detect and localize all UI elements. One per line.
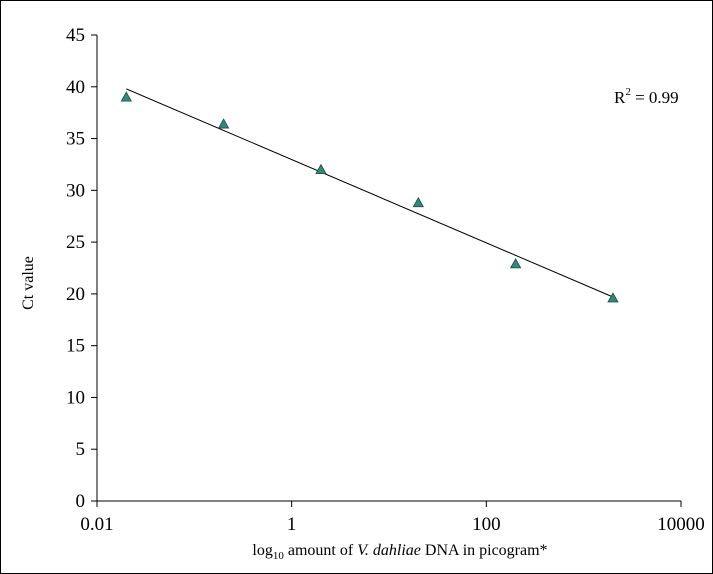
r-squared-exponent: 2 (625, 86, 631, 98)
y-tick-label: 30 (66, 180, 85, 201)
y-tick-label: 25 (66, 232, 85, 253)
y-tick-label: 45 (66, 25, 85, 46)
x-axis-title-prefix: log (252, 542, 272, 559)
r-squared-base: R (614, 88, 626, 107)
x-axis-title-mid: amount of (284, 542, 357, 559)
trendline (126, 88, 614, 298)
data-point (315, 163, 327, 175)
x-axis-title-species: V. dahliae (357, 542, 421, 559)
data-point (217, 118, 230, 129)
trendline-path (126, 88, 614, 298)
data-point (120, 91, 132, 102)
data-point (607, 292, 619, 303)
data-point (412, 196, 424, 208)
r-squared-value: = 0.99 (631, 88, 679, 107)
r-squared-annotation: R2 = 0.99 (614, 86, 679, 107)
y-tick-label: 15 (66, 336, 85, 357)
x-axis-title-suffix: DNA in picogram* (421, 542, 548, 559)
y-tick-label: 0 (76, 491, 86, 512)
x-tick-label: 0.01 (80, 514, 113, 535)
data-point (509, 258, 522, 269)
y-tick-label: 20 (66, 284, 85, 305)
axes: 0 5 10 15 20 25 30 35 40 45 0.01 1 100 10000 (66, 25, 705, 535)
y-tick-label: 5 (76, 439, 86, 460)
x-axis-title: log10 amount of V. dahliae DNA in picogr… (252, 542, 547, 562)
x-tick-label: 100 (472, 514, 501, 535)
y-axis-title: Ct value (20, 256, 37, 310)
data-points (120, 91, 619, 303)
y-tick-label: 10 (66, 387, 85, 408)
x-tick-label: 10000 (657, 514, 705, 535)
x-axis-title-subscript: 10 (273, 550, 285, 562)
x-tick-label: 1 (287, 514, 297, 535)
y-tick-label: 40 (66, 77, 85, 98)
y-tick-label: 35 (66, 129, 85, 150)
